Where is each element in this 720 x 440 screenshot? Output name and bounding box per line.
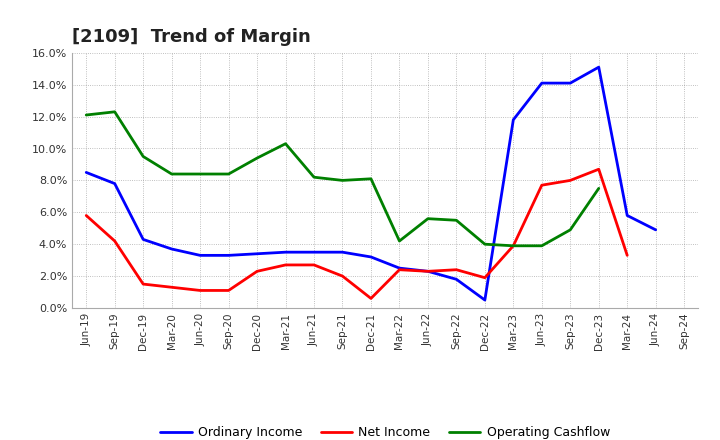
Text: [2109]  Trend of Margin: [2109] Trend of Margin (72, 28, 311, 46)
Net Income (139, 282, 148, 287)
Ordinary Income (225, 253, 233, 258)
Operating Cashflow (595, 186, 603, 191)
Operating Cashflow (225, 171, 233, 176)
Net Income (566, 178, 575, 183)
Ordinary Income (537, 81, 546, 86)
Net Income (196, 288, 204, 293)
Operating Cashflow (110, 109, 119, 114)
Operating Cashflow (509, 243, 518, 249)
Ordinary Income (196, 253, 204, 258)
Net Income (595, 167, 603, 172)
Ordinary Income (366, 254, 375, 260)
Ordinary Income (139, 237, 148, 242)
Net Income (110, 238, 119, 244)
Operating Cashflow (480, 242, 489, 247)
Net Income (225, 288, 233, 293)
Net Income (623, 253, 631, 258)
Ordinary Income (566, 81, 575, 86)
Net Income (338, 273, 347, 279)
Operating Cashflow (139, 154, 148, 159)
Operating Cashflow (537, 243, 546, 249)
Ordinary Income (652, 227, 660, 232)
Line: Operating Cashflow: Operating Cashflow (86, 112, 599, 246)
Net Income (253, 269, 261, 274)
Net Income (82, 213, 91, 218)
Net Income (366, 296, 375, 301)
Operating Cashflow (167, 171, 176, 176)
Ordinary Income (310, 249, 318, 255)
Ordinary Income (167, 246, 176, 252)
Net Income (537, 183, 546, 188)
Operating Cashflow (395, 238, 404, 244)
Ordinary Income (338, 249, 347, 255)
Ordinary Income (623, 213, 631, 218)
Net Income (395, 267, 404, 272)
Ordinary Income (509, 117, 518, 122)
Ordinary Income (253, 251, 261, 257)
Net Income (452, 267, 461, 272)
Ordinary Income (282, 249, 290, 255)
Operating Cashflow (82, 112, 91, 117)
Operating Cashflow (423, 216, 432, 221)
Net Income (509, 243, 518, 249)
Line: Net Income: Net Income (86, 169, 627, 298)
Net Income (423, 269, 432, 274)
Net Income (310, 262, 318, 268)
Net Income (167, 285, 176, 290)
Operating Cashflow (282, 141, 290, 147)
Ordinary Income (595, 65, 603, 70)
Line: Ordinary Income: Ordinary Income (86, 67, 656, 300)
Operating Cashflow (253, 155, 261, 161)
Legend: Ordinary Income, Net Income, Operating Cashflow: Ordinary Income, Net Income, Operating C… (156, 422, 615, 440)
Operating Cashflow (310, 175, 318, 180)
Net Income (480, 275, 489, 280)
Ordinary Income (395, 265, 404, 271)
Net Income (282, 262, 290, 268)
Operating Cashflow (366, 176, 375, 181)
Operating Cashflow (566, 227, 575, 232)
Operating Cashflow (338, 178, 347, 183)
Ordinary Income (480, 297, 489, 303)
Ordinary Income (452, 277, 461, 282)
Operating Cashflow (452, 218, 461, 223)
Ordinary Income (423, 269, 432, 274)
Ordinary Income (82, 170, 91, 175)
Operating Cashflow (196, 171, 204, 176)
Ordinary Income (110, 181, 119, 186)
